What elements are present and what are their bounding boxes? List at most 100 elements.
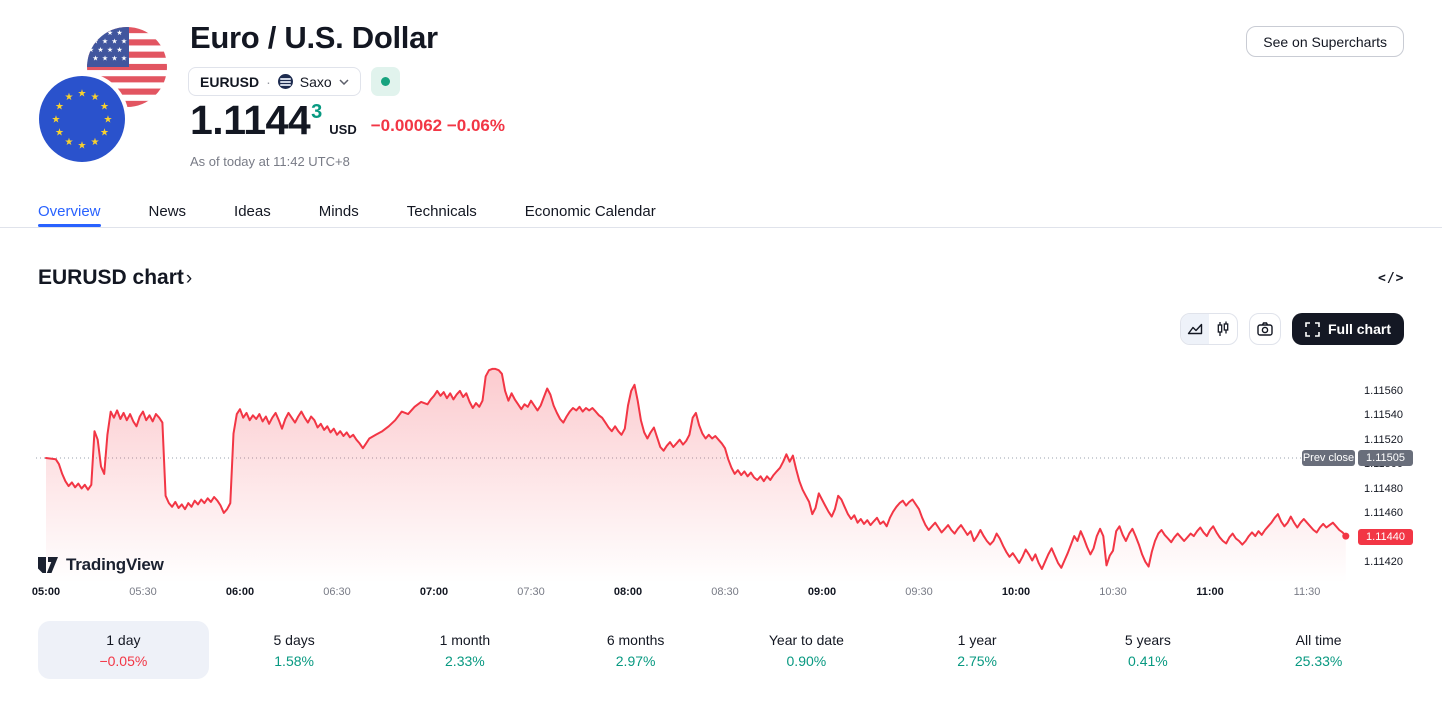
price-axis-label: 1.11540 bbox=[1364, 409, 1403, 422]
svg-text:★: ★ bbox=[116, 46, 122, 54]
period-performance-row: 1 day −0.05% 5 days 1.58% 1 month 2.33% 6 mont… bbox=[38, 621, 1404, 679]
period-all-time[interactable]: All time 25.33% bbox=[1233, 621, 1404, 679]
full-chart-button[interactable]: Full chart bbox=[1291, 313, 1404, 345]
last-price-fraction: 3 bbox=[311, 101, 323, 123]
page-title: Euro / U.S. Dollar bbox=[190, 20, 438, 55]
prev-close-value-badge: 1.11505 bbox=[1358, 450, 1413, 466]
period-1-month[interactable]: 1 month 2.33% bbox=[380, 621, 551, 679]
svg-text:★: ★ bbox=[65, 92, 74, 103]
tab-technicals[interactable]: Technicals bbox=[406, 203, 477, 220]
period-1-day[interactable]: 1 day −0.05% bbox=[38, 621, 209, 679]
price-chart[interactable] bbox=[36, 353, 1356, 583]
chart-toolbar: Full chart bbox=[1179, 313, 1404, 345]
tradingview-attribution[interactable]: TradingView bbox=[38, 555, 164, 575]
svg-text:★: ★ bbox=[104, 115, 113, 126]
svg-text:★: ★ bbox=[88, 46, 94, 54]
tradingview-logo-icon bbox=[38, 556, 58, 573]
svg-text:★: ★ bbox=[111, 55, 117, 63]
svg-text:★: ★ bbox=[78, 89, 87, 100]
svg-text:★: ★ bbox=[91, 92, 100, 103]
svg-text:★: ★ bbox=[88, 29, 94, 37]
tab-minds[interactable]: Minds bbox=[318, 203, 359, 220]
svg-text:★: ★ bbox=[91, 137, 100, 148]
time-axis-label: 05:00 bbox=[31, 586, 61, 598]
tab-bar-divider bbox=[0, 227, 1442, 228]
tradingview-watermark-text: TradingView bbox=[66, 555, 164, 574]
period-6-months[interactable]: 6 months 2.97% bbox=[550, 621, 721, 679]
see-on-supercharts-button[interactable]: See on Supercharts bbox=[1246, 26, 1404, 57]
period-label: 1 day bbox=[106, 631, 141, 648]
embed-code-icon[interactable]: </> bbox=[1378, 271, 1405, 286]
period-year-to-date[interactable]: Year to date 0.90% bbox=[721, 621, 892, 679]
time-axis-label: 05:30 bbox=[129, 586, 157, 598]
symbol-code: EURUSD bbox=[200, 73, 260, 90]
svg-text:★: ★ bbox=[100, 128, 109, 139]
svg-text:★: ★ bbox=[55, 102, 64, 113]
market-open-dot-icon bbox=[380, 77, 390, 86]
period-5-years[interactable]: 5 years 0.41% bbox=[1063, 621, 1234, 679]
as-of-timestamp: As of today at 11:42 UTC+8 bbox=[190, 154, 350, 169]
period-label: 5 days bbox=[273, 631, 315, 648]
tab-economic-calendar[interactable]: Economic Calendar bbox=[524, 203, 656, 220]
eu-flag-icon bbox=[39, 76, 125, 162]
snapshot-button[interactable] bbox=[1248, 313, 1281, 345]
period-5-days[interactable]: 5 days 1.58% bbox=[209, 621, 380, 679]
time-axis-label: 09:00 bbox=[807, 586, 837, 598]
svg-text:★: ★ bbox=[78, 141, 87, 152]
time-axis-label: 06:00 bbox=[225, 586, 255, 598]
svg-text:★: ★ bbox=[116, 29, 122, 37]
svg-text:★: ★ bbox=[92, 38, 98, 46]
symbol-switcher-button[interactable]: EURUSD · Saxo bbox=[188, 67, 361, 96]
price-axis-label: 1.11460 bbox=[1364, 506, 1403, 519]
period-label: 5 years bbox=[1124, 631, 1171, 648]
time-axis-label: 10:30 bbox=[1099, 586, 1127, 598]
exchange-name: Saxo bbox=[299, 73, 332, 90]
price-line bbox=[45, 367, 1347, 570]
period-label: 1 year bbox=[957, 631, 997, 648]
svg-text:★: ★ bbox=[65, 137, 74, 148]
price-row: 1.1144 3 USD −0.00062 −0.06% bbox=[190, 98, 505, 142]
time-axis-label: 06:30 bbox=[323, 586, 351, 598]
svg-text:★: ★ bbox=[121, 55, 127, 63]
tab-news[interactable]: News bbox=[148, 203, 187, 220]
period-change-value: 1.58% bbox=[274, 652, 314, 669]
period-change-value: 2.97% bbox=[615, 652, 656, 669]
area-chart-type-button[interactable] bbox=[1180, 314, 1209, 344]
price-axis-label: 1.11480 bbox=[1364, 482, 1403, 495]
period-change-value: 0.41% bbox=[1128, 652, 1168, 669]
saxo-exchange-icon bbox=[277, 74, 293, 89]
chart-type-switcher bbox=[1179, 313, 1238, 345]
period-label: Year to date bbox=[768, 631, 844, 648]
eurusd-flag-pair: ★ ★ ★ ★★ ★ ★ ★★ ★ ★ ★★ ★ ★ ★ ★ ★★★★★★★★★★★ bbox=[36, 27, 167, 166]
tab-overview[interactable]: Overview bbox=[38, 203, 101, 234]
chart-area[interactable]: 1.115601.115401.115201.115001.114801.114… bbox=[0, 350, 1442, 600]
svg-text:★: ★ bbox=[102, 38, 108, 46]
time-axis-label: 11:30 bbox=[1293, 586, 1321, 598]
tab-bar: Overview News Ideas Minds Technicals Economic… bbox=[38, 203, 704, 234]
time-axis-label: 09:30 bbox=[905, 586, 933, 598]
camera-icon bbox=[1257, 322, 1273, 336]
period-change-value: 2.33% bbox=[445, 652, 485, 669]
price-currency: USD bbox=[329, 122, 357, 138]
svg-text:★: ★ bbox=[52, 115, 61, 126]
last-price-badge: 1.11440 bbox=[1358, 529, 1413, 545]
chevron-down-icon bbox=[339, 78, 349, 85]
section-title-eurusd-chart[interactable]: EURUSD chart › bbox=[38, 266, 193, 289]
period-change-value: 2.75% bbox=[957, 652, 997, 669]
tab-ideas[interactable]: Ideas bbox=[234, 203, 271, 220]
last-price-dot bbox=[1342, 532, 1350, 540]
market-open-status-button[interactable] bbox=[370, 67, 400, 96]
candles-chart-type-button[interactable] bbox=[1209, 314, 1237, 344]
period-1-year[interactable]: 1 year 2.75% bbox=[892, 621, 1063, 679]
prev-close-label-badge: Prev close bbox=[1302, 450, 1355, 466]
symbol-row: EURUSD · Saxo bbox=[188, 67, 400, 96]
candlestick-icon bbox=[1217, 321, 1229, 336]
time-axis-label: 10:00 bbox=[1001, 586, 1031, 598]
svg-text:★: ★ bbox=[111, 38, 117, 46]
svg-text:★: ★ bbox=[102, 55, 108, 63]
time-axis-label: 07:00 bbox=[419, 586, 449, 598]
price-axis-label: 1.11420 bbox=[1364, 555, 1403, 568]
time-axis-label: 08:00 bbox=[613, 586, 643, 598]
fullscreen-icon bbox=[1305, 321, 1320, 337]
